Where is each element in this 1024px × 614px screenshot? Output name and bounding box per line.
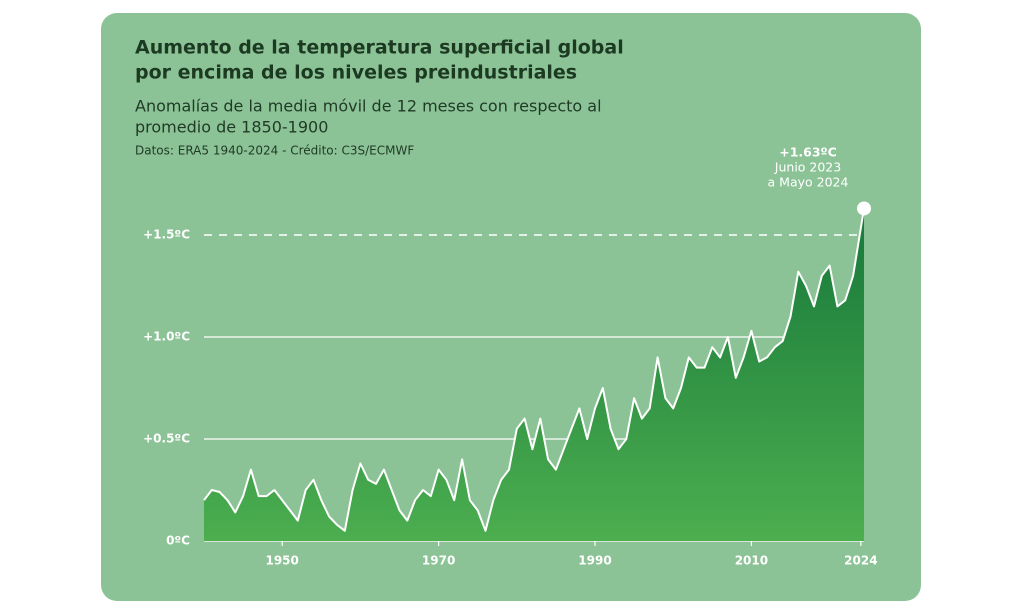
chart-title: Aumento de la temperatura superficial gl…: [135, 37, 624, 59]
chart-title: por encima de los niveles preindustriale…: [135, 62, 577, 84]
x-tick-label: 1990: [578, 554, 611, 568]
source: Datos: ERA5 1940-2024 - Crédito: C3S/ECM…: [135, 144, 414, 158]
y-tick-label: 0ºC: [166, 534, 190, 548]
line: [203, 208, 865, 532]
y-tick-label: +0.5ºC: [143, 432, 190, 446]
x-tick-label: 1950: [265, 554, 298, 568]
x-tick-label: 2010: [735, 554, 768, 568]
y-tick-label: +1.5ºC: [143, 228, 190, 242]
x-tick-label: 2024: [844, 554, 877, 568]
y-tick-label: +1.0ºC: [143, 330, 190, 344]
subtitle: promedio de 1850-1900: [135, 118, 328, 137]
annotation: Junio 2023: [774, 160, 841, 175]
annotation: a Mayo 2024: [768, 175, 849, 190]
subtitle: Anomalías de la media móvil de 12 meses …: [135, 97, 602, 116]
area: [204, 208, 864, 541]
x-tick-label: 1970: [422, 554, 455, 568]
annotation: +1.63ºC: [779, 145, 837, 160]
end-point: [857, 201, 871, 216]
